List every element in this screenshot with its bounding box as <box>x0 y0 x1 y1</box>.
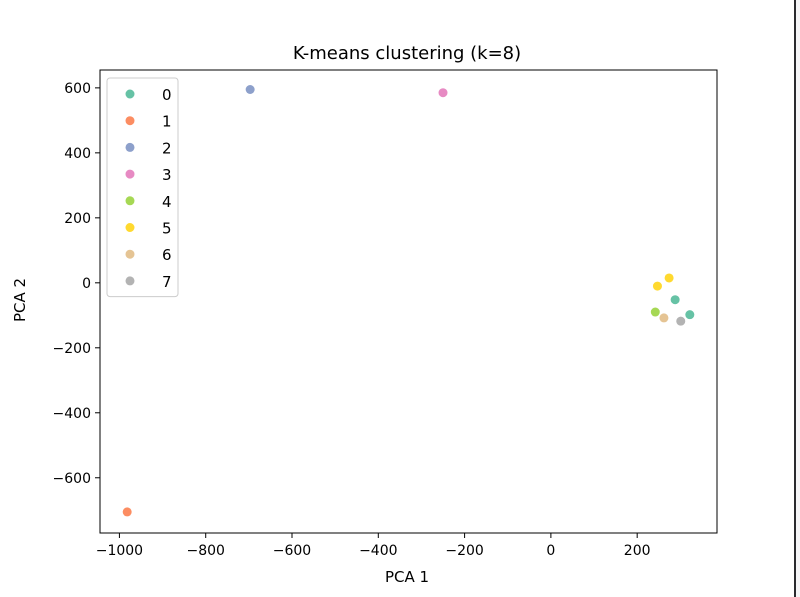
legend-marker <box>125 276 135 286</box>
legend-marker <box>125 196 135 206</box>
data-point-cluster-3 <box>438 88 448 98</box>
x-tick-label: −400 <box>359 543 397 559</box>
legend-marker <box>125 223 135 232</box>
data-point-cluster-0 <box>685 310 695 320</box>
data-point-cluster-4 <box>650 307 660 317</box>
y-axis-label: PCA 2 <box>11 278 29 322</box>
data-point-cluster-5 <box>652 281 662 291</box>
y-tick-label: 600 <box>64 81 91 97</box>
data-point-cluster-1 <box>122 507 132 517</box>
legend-label: 5 <box>162 220 172 238</box>
legend-marker <box>125 249 135 259</box>
legend-marker <box>125 89 135 99</box>
data-point-cluster-0 <box>670 295 680 305</box>
y-tick-label: −600 <box>53 471 91 487</box>
y-tick-label: 200 <box>64 211 91 227</box>
chart-title: K-means clustering (k=8) <box>293 43 521 64</box>
legend-label: 2 <box>162 139 172 157</box>
x-tick-label: −800 <box>186 543 224 559</box>
x-tick-label: −200 <box>445 543 483 559</box>
data-point-cluster-6 <box>659 313 669 323</box>
x-axis-label: PCA 1 <box>385 568 429 586</box>
axes: −1000 −800 −600 −400 −200 0 200−600−400−200020… <box>53 69 718 559</box>
window-edge <box>794 0 800 597</box>
y-tick-label: 400 <box>64 146 91 162</box>
plot-area <box>122 84 695 517</box>
y-tick-label: 0 <box>82 276 91 292</box>
x-tick-label: 0 <box>546 543 555 559</box>
legend: 0 1 2 3 4 5 6 7 <box>106 77 179 298</box>
legend-marker <box>125 169 135 179</box>
y-tick-label: −200 <box>53 341 91 357</box>
legend-label: 3 <box>162 166 172 184</box>
legend-label: 0 <box>162 86 172 104</box>
data-point-cluster-7 <box>676 316 686 326</box>
legend-label: 4 <box>162 193 172 211</box>
x-tick-label: −1000 <box>96 543 143 559</box>
legend-label: 7 <box>162 273 172 291</box>
x-tick-label: −600 <box>273 543 311 559</box>
legend-marker <box>125 142 135 152</box>
data-point-cluster-5 <box>664 273 674 283</box>
legend-label: 6 <box>162 246 172 264</box>
plot-frame <box>99 69 718 534</box>
data-point-cluster-2 <box>245 84 255 94</box>
legend-marker <box>125 116 135 126</box>
y-tick-label: −400 <box>53 406 91 422</box>
legend-box <box>106 77 179 298</box>
x-tick-label: 200 <box>624 543 651 559</box>
legend-label: 1 <box>162 113 172 131</box>
